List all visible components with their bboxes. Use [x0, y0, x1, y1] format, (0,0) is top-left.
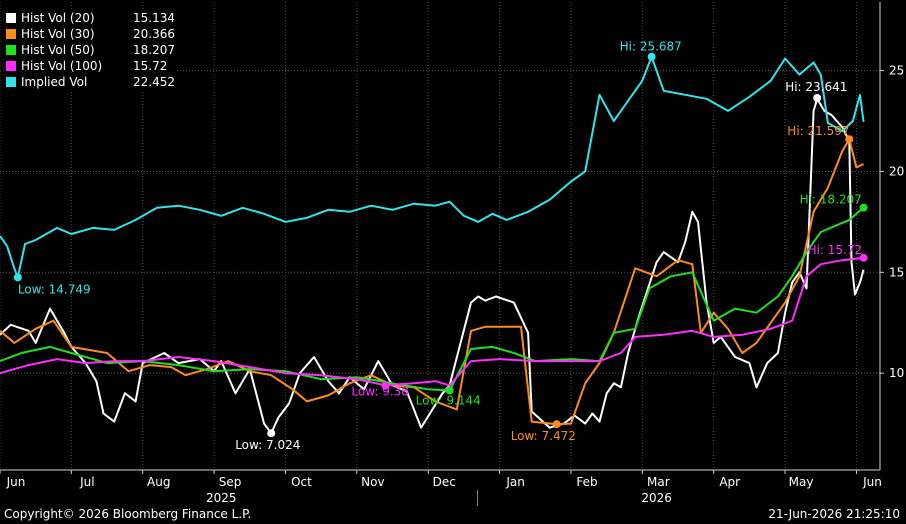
- legend-series-name: Hist Vol (100): [21, 59, 103, 73]
- legend-last-value: 15.72: [133, 59, 168, 73]
- annotation-marker: [13, 273, 22, 282]
- series-line-5: [0, 55, 865, 279]
- annotation-marker: [813, 94, 822, 103]
- series-line-3: [0, 206, 865, 392]
- annotation-label: Hi: 18.207: [800, 193, 862, 207]
- legend-item: Implied Vol 22.452: [6, 74, 175, 90]
- legend-swatch: [6, 29, 16, 39]
- x-tick-label: Dec: [433, 475, 456, 489]
- annotation-label: Hi: 21.597: [787, 124, 849, 138]
- copyright-text: Copyright© 2026 Bloomberg Finance L.P.: [4, 507, 252, 521]
- annotation-marker: [381, 381, 390, 390]
- year-label: 2025: [206, 491, 237, 505]
- legend-swatch: [6, 45, 16, 55]
- x-tick-label: May: [789, 475, 814, 489]
- series-line-4: [0, 256, 864, 387]
- legend-last-value: 18.207: [133, 43, 175, 57]
- annotation-marker: [859, 203, 868, 212]
- x-tick-label: Jul: [79, 475, 94, 489]
- annotation-label: Low: 7.472: [511, 429, 576, 443]
- legend-swatch: [6, 77, 16, 87]
- legend-last-value: 20.366: [133, 27, 175, 41]
- legend-series-name: Hist Vol (30): [21, 27, 95, 41]
- annotation-label: Low: 9.144: [416, 393, 481, 407]
- x-tick-label: Sep: [219, 475, 242, 489]
- x-tick-label: Jan: [505, 475, 525, 489]
- annotation-label: Hi: 25.687: [620, 40, 682, 54]
- legend-series-name: Hist Vol (20): [21, 11, 95, 25]
- annotation-label: Low: 7.024: [235, 438, 300, 452]
- legend-last-value: 22.452: [133, 75, 175, 89]
- x-tick-label: Mar: [647, 475, 670, 489]
- year-label: 2026: [641, 491, 672, 505]
- y-tick-label: 15: [889, 265, 904, 279]
- y-tick-label: 10: [889, 366, 904, 380]
- series-line-1: [0, 97, 865, 435]
- legend-swatch: [6, 61, 16, 71]
- annotations: Hi: 25.687 Low: 14.749 Hi: 23.641 Low: 7.02…: [13, 40, 868, 452]
- annotation-marker: [445, 386, 454, 395]
- legend: Hist Vol (20) 15.134 Hist Vol (30) 20.366 Hi…: [6, 10, 175, 90]
- annotation-marker: [845, 135, 854, 144]
- legend-item: Hist Vol (100) 15.72: [6, 58, 175, 74]
- legend-swatch: [6, 13, 16, 23]
- legend-last-value: 15.134: [133, 11, 175, 25]
- annotation-label: Low: 14.749: [18, 282, 91, 296]
- x-tick-label: Jun: [6, 475, 26, 489]
- x-tick-label: Jun: [862, 475, 882, 489]
- annotation-label: Hi: 23.641: [785, 80, 847, 94]
- series-layer: [0, 55, 865, 435]
- x-tick-label: Nov: [361, 475, 384, 489]
- y-tick-label: 20: [889, 164, 904, 178]
- annotation-marker: [859, 253, 868, 262]
- legend-item: Hist Vol (20) 15.134: [6, 10, 175, 26]
- annotation-marker: [267, 429, 276, 438]
- x-tick-label: Apr: [719, 475, 740, 489]
- x-tick-label: Aug: [147, 475, 170, 489]
- annotation-label: Low: 9.38: [351, 385, 409, 399]
- legend-series-name: Implied Vol: [21, 75, 88, 89]
- timestamp-text: 21-Jun-2026 21:25:10: [768, 507, 900, 521]
- annotation-marker: [552, 420, 561, 429]
- annotation-marker: [647, 52, 656, 61]
- legend-series-name: Hist Vol (50): [21, 43, 95, 57]
- x-tick-label: Feb: [576, 475, 597, 489]
- legend-item: Hist Vol (50) 18.207: [6, 42, 175, 58]
- x-tick-label: Oct: [291, 475, 312, 489]
- annotation-label: Hi: 15.72: [808, 243, 863, 257]
- legend-item: Hist Vol (30) 20.366: [6, 26, 175, 42]
- y-tick-label: 25: [889, 64, 904, 78]
